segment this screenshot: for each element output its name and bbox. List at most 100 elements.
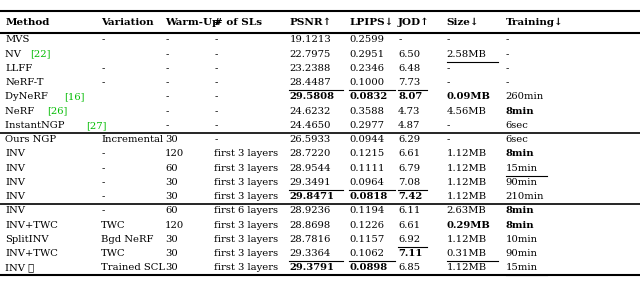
Text: -: - bbox=[214, 78, 218, 87]
Text: -: - bbox=[101, 164, 104, 173]
Text: 30: 30 bbox=[165, 135, 178, 144]
Text: -: - bbox=[214, 64, 218, 73]
Text: TWC: TWC bbox=[101, 221, 125, 230]
Text: [27]: [27] bbox=[86, 121, 106, 130]
Text: 29.5808: 29.5808 bbox=[289, 92, 334, 101]
Text: [16]: [16] bbox=[65, 92, 85, 101]
Text: JOD↑: JOD↑ bbox=[398, 17, 430, 27]
Text: -: - bbox=[165, 107, 168, 116]
Text: -: - bbox=[398, 35, 401, 44]
Text: 30: 30 bbox=[165, 249, 178, 258]
Text: -: - bbox=[101, 178, 104, 187]
Text: SplitINV: SplitINV bbox=[5, 235, 49, 244]
Text: InstantNGP: InstantNGP bbox=[5, 121, 68, 130]
Text: 6.61: 6.61 bbox=[398, 221, 420, 230]
Text: -: - bbox=[506, 78, 509, 87]
Text: 28.4487: 28.4487 bbox=[289, 78, 331, 87]
Text: MVS: MVS bbox=[5, 35, 29, 44]
Text: 6.85: 6.85 bbox=[398, 263, 420, 272]
Text: 0.3588: 0.3588 bbox=[349, 107, 385, 116]
Text: 0.09MB: 0.09MB bbox=[447, 92, 491, 101]
Text: 15min: 15min bbox=[506, 263, 538, 272]
Text: INV+TWC: INV+TWC bbox=[5, 221, 58, 230]
Text: first 3 layers: first 3 layers bbox=[214, 178, 278, 187]
Text: 210min: 210min bbox=[506, 192, 544, 201]
Text: 6.79: 6.79 bbox=[398, 164, 420, 173]
Text: 0.0818: 0.0818 bbox=[349, 192, 388, 201]
Text: 28.9236: 28.9236 bbox=[289, 206, 330, 215]
Text: 28.9544: 28.9544 bbox=[289, 164, 331, 173]
Text: 0.1111: 0.1111 bbox=[349, 164, 385, 173]
Text: 30: 30 bbox=[165, 178, 178, 187]
Text: 8.07: 8.07 bbox=[398, 92, 422, 101]
Text: 24.6232: 24.6232 bbox=[289, 107, 331, 116]
Text: Ours NGP: Ours NGP bbox=[5, 135, 56, 144]
Text: -: - bbox=[101, 206, 104, 215]
Text: 6.50: 6.50 bbox=[398, 50, 420, 59]
Text: 0.2346: 0.2346 bbox=[349, 64, 385, 73]
Text: -: - bbox=[214, 92, 218, 101]
Text: 8min: 8min bbox=[506, 149, 534, 158]
Text: INV: INV bbox=[5, 149, 25, 158]
Text: -: - bbox=[214, 121, 218, 130]
Text: 6.11: 6.11 bbox=[398, 206, 420, 215]
Text: 0.1194: 0.1194 bbox=[349, 206, 385, 215]
Text: 0.0898: 0.0898 bbox=[349, 263, 388, 272]
Text: 60: 60 bbox=[165, 164, 178, 173]
Text: first 3 layers: first 3 layers bbox=[214, 164, 278, 173]
Text: INV+TWC: INV+TWC bbox=[5, 249, 58, 258]
Text: 29.8471: 29.8471 bbox=[289, 192, 334, 201]
Text: Warm-Up: Warm-Up bbox=[165, 18, 220, 27]
Text: 0.2599: 0.2599 bbox=[349, 35, 385, 44]
Text: -: - bbox=[506, 35, 509, 44]
Text: INV: INV bbox=[5, 164, 25, 173]
Text: 2.58MB: 2.58MB bbox=[447, 50, 486, 59]
Text: -: - bbox=[214, 35, 218, 44]
Text: 0.1000: 0.1000 bbox=[349, 78, 385, 87]
Text: 1.12MB: 1.12MB bbox=[447, 149, 487, 158]
Text: 1.12MB: 1.12MB bbox=[447, 263, 487, 272]
Text: 7.42: 7.42 bbox=[398, 192, 422, 201]
Text: 1.12MB: 1.12MB bbox=[447, 164, 487, 173]
Text: 6.48: 6.48 bbox=[398, 64, 420, 73]
Text: -: - bbox=[506, 64, 509, 73]
Text: 4.87: 4.87 bbox=[398, 121, 420, 130]
Text: 7.73: 7.73 bbox=[398, 78, 420, 87]
Text: -: - bbox=[447, 35, 450, 44]
Text: INV: INV bbox=[5, 206, 25, 215]
Text: 2.63MB: 2.63MB bbox=[447, 206, 486, 215]
Text: NV: NV bbox=[5, 50, 24, 59]
Text: 8min: 8min bbox=[506, 107, 534, 116]
Text: 6sec: 6sec bbox=[506, 135, 529, 144]
Text: LLFF: LLFF bbox=[5, 64, 33, 73]
Text: 0.0964: 0.0964 bbox=[349, 178, 385, 187]
Text: 6.29: 6.29 bbox=[398, 135, 420, 144]
Text: 0.0944: 0.0944 bbox=[349, 135, 385, 144]
Text: first 3 layers: first 3 layers bbox=[214, 235, 278, 244]
Text: -: - bbox=[165, 92, 168, 101]
Text: LPIPS↓: LPIPS↓ bbox=[349, 18, 394, 27]
Text: -: - bbox=[447, 64, 450, 73]
Text: # of SLs: # of SLs bbox=[214, 18, 262, 27]
Text: 0.1062: 0.1062 bbox=[349, 249, 385, 258]
Text: DyNeRF: DyNeRF bbox=[5, 92, 51, 101]
Text: PSNR↑: PSNR↑ bbox=[289, 18, 332, 27]
Text: -: - bbox=[506, 50, 509, 59]
Text: INV ★: INV ★ bbox=[5, 263, 35, 272]
Text: Incremental: Incremental bbox=[101, 135, 163, 144]
Text: INV: INV bbox=[5, 192, 25, 201]
Text: 90min: 90min bbox=[506, 178, 538, 187]
Text: 28.7220: 28.7220 bbox=[289, 149, 331, 158]
Text: -: - bbox=[101, 149, 104, 158]
Text: Trained SCL: Trained SCL bbox=[101, 263, 165, 272]
Text: 15min: 15min bbox=[506, 164, 538, 173]
Text: NeRF-T: NeRF-T bbox=[5, 78, 44, 87]
Text: 0.1157: 0.1157 bbox=[349, 235, 385, 244]
Text: 8min: 8min bbox=[506, 221, 534, 230]
Text: 24.4650: 24.4650 bbox=[289, 121, 331, 130]
Text: 23.2388: 23.2388 bbox=[289, 64, 331, 73]
Text: 0.1226: 0.1226 bbox=[349, 221, 385, 230]
Text: 7.08: 7.08 bbox=[398, 178, 420, 187]
Text: 6sec: 6sec bbox=[506, 121, 529, 130]
Text: 60: 60 bbox=[165, 206, 178, 215]
